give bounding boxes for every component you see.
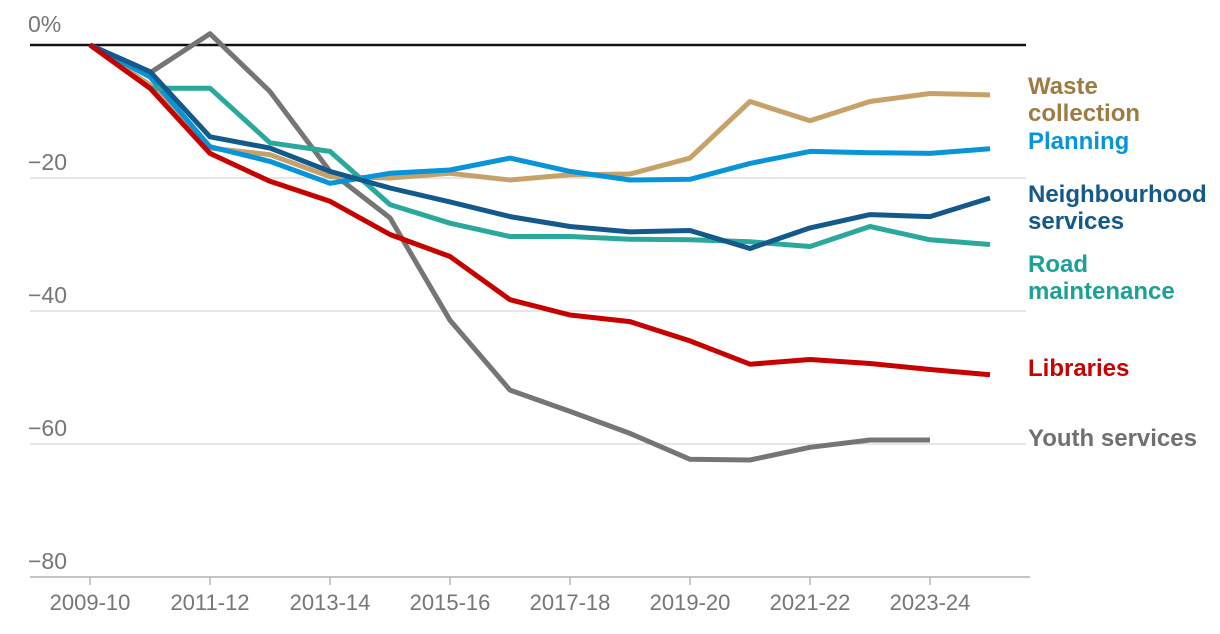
legend-road-maintenance: Road maintenance [1028,251,1175,306]
x-axis-tick-label: 2019-20 [650,590,731,615]
legend-libraries: Libraries [1028,355,1130,382]
series-line-road-maintenance [88,42,991,249]
y-axis-tick-label: 0% [28,11,61,37]
x-axis-tick-label: 2013-14 [290,590,371,615]
y-axis-tick-label: −80 [28,548,67,574]
y-axis-tick-label: −40 [28,282,67,308]
series-line-planning [88,42,991,186]
y-axis-tick-label: −60 [28,415,67,441]
y-axis-tick-label: −20 [28,149,67,175]
legend-neighbourhood-services: Neighbourhood services [1028,181,1207,236]
series-line-waste-collection [88,42,991,183]
x-axis-tick-label: 2021-22 [770,590,851,615]
x-axis-tick-label: 2009-10 [50,590,131,615]
x-axis-tick-label: 2017-18 [530,590,611,615]
series-line-youth-services [88,31,930,463]
legend-planning: Planning [1028,128,1130,155]
series-line-neighbourhood-services [88,42,991,251]
x-axis-tick-label: 2011-12 [170,590,249,615]
legend-waste-collection: Waste collection [1028,73,1141,128]
x-axis-tick-label: 2023-24 [890,590,971,615]
x-axis-tick-label: 2015-16 [410,590,491,615]
legend-youth-services: Youth services [1028,425,1197,452]
series-line-libraries [88,42,991,378]
